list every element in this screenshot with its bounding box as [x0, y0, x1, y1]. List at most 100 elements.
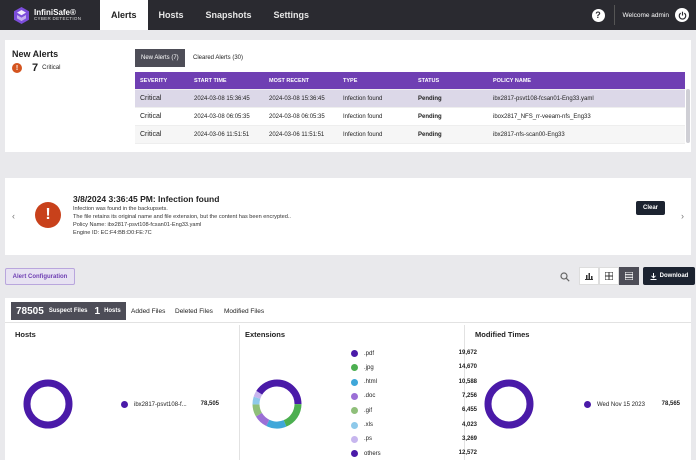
new-alerts-panel: New Alerts ! 7 Critical New Alerts (7) C… — [5, 40, 691, 152]
column-divider — [239, 325, 240, 460]
legend-item[interactable]: .doc — [351, 392, 375, 400]
cell-type: Infection found — [343, 95, 383, 102]
extensions-column-title: Extensions — [245, 330, 286, 339]
new-alerts-title: New Alerts — [12, 49, 59, 59]
logout-power-icon[interactable] — [675, 8, 689, 22]
download-button[interactable]: Download — [643, 267, 695, 285]
header-start-time[interactable]: START TIME — [194, 77, 227, 84]
cell-start-time: 2024-03-06 11:51:51 — [194, 131, 250, 138]
chevron-left-icon[interactable]: ‹ — [12, 211, 15, 221]
extensions-donut-chart[interactable] — [250, 377, 304, 431]
donut-segment[interactable] — [276, 379, 302, 405]
donut-segment[interactable] — [484, 379, 534, 429]
legend-label: Wed Nov 15 2023 — [597, 401, 645, 408]
donut-segment[interactable] — [252, 396, 261, 405]
suspect-files-tab[interactable]: 78505 Suspect Files 1 Hosts — [11, 302, 126, 320]
cell-status: Pending — [418, 131, 442, 138]
cell-type: Infection found — [343, 113, 383, 120]
nav-tab-alerts[interactable]: Alerts — [100, 0, 148, 30]
hosts-donut-chart[interactable] — [21, 377, 75, 431]
alert-level: Critical — [42, 65, 61, 71]
table-view-icon[interactable] — [619, 267, 639, 285]
alert-summary: ! 7 Critical — [12, 62, 60, 74]
chart-view-icon[interactable] — [579, 267, 599, 285]
table-row[interactable]: Critical 2024-03-08 15:36:45 2024-03-08 … — [135, 90, 685, 108]
legend-item[interactable]: .xls — [351, 421, 373, 429]
legend-value: 78,565 — [661, 401, 680, 407]
nav-tab-hosts[interactable]: Hosts — [158, 10, 184, 20]
header-most-recent[interactable]: MOST RECENT — [269, 77, 310, 84]
legend-value: 14,670 — [458, 364, 477, 371]
cell-severity: Critical — [140, 113, 162, 120]
nav-tab-snapshots[interactable]: Snapshots — [205, 10, 252, 20]
legend-item[interactable]: .jpg — [351, 364, 374, 372]
modified-times-donut-chart[interactable] — [482, 377, 536, 431]
legend-dot-icon — [351, 450, 358, 458]
legend-item[interactable]: others — [351, 450, 381, 458]
cell-severity: Critical — [140, 131, 162, 138]
donut-segment[interactable] — [255, 412, 270, 427]
legend-dot-icon — [351, 421, 358, 429]
legend-item[interactable]: .gif — [351, 407, 373, 415]
header-type[interactable]: TYPE — [343, 77, 358, 84]
tab-deleted-files[interactable]: Deleted Files — [175, 307, 213, 315]
table-row[interactable]: Critical 2024-03-06 11:51:51 2024-03-06 … — [135, 126, 685, 144]
legend-item[interactable]: .ps — [351, 435, 372, 443]
tab-cleared-alerts[interactable]: Cleared Alerts (30) — [193, 55, 244, 61]
header-status[interactable]: STATUS — [418, 77, 440, 84]
header-policy-name[interactable]: POLICY NAME — [493, 77, 532, 84]
chevron-right-icon[interactable]: › — [681, 211, 684, 221]
help-icon[interactable]: ? — [591, 8, 605, 22]
suspect-files-count: 78505 — [16, 305, 44, 317]
brand-subtitle: CYBER DETECTION — [34, 15, 82, 21]
grid-view-icon[interactable] — [599, 267, 619, 285]
clear-button[interactable]: Clear — [636, 201, 665, 215]
legend-dot-icon — [351, 435, 358, 443]
nav-divider — [613, 5, 615, 25]
cell-policy: ibx2817-psvt108-fcsan01-Eng33.yaml — [493, 95, 594, 102]
legend-value: 78,505 — [200, 401, 219, 407]
legend-value: 10,588 — [458, 378, 477, 385]
donut-segment[interactable] — [256, 379, 278, 395]
legend-label: ibx2817-psvt108-f... — [134, 401, 187, 408]
cell-most-recent: 2024-03-06 11:51:51 — [269, 131, 325, 138]
column-divider — [464, 325, 465, 460]
legend-item[interactable]: .pdf — [351, 350, 374, 357]
legend-item[interactable]: ibx2817-psvt108-f... — [121, 401, 187, 408]
cell-policy: ibx2817-nfs-scan00-Eng33 — [493, 131, 565, 138]
legend-value: 12,572 — [458, 450, 477, 457]
donut-segment[interactable] — [266, 419, 287, 429]
suspect-files-panel: 78505 Suspect Files 1 Hosts Added Files … — [5, 298, 691, 460]
legend-label: .pdf — [364, 350, 375, 357]
header-severity[interactable]: SEVERITY — [140, 77, 168, 84]
legend-item[interactable]: .html — [351, 378, 377, 386]
donut-segment[interactable] — [253, 390, 263, 399]
tab-modified-files[interactable]: Modified Files — [224, 307, 265, 315]
nav-tab-settings[interactable]: Settings — [273, 10, 310, 20]
donut-segment[interactable] — [283, 403, 302, 427]
cell-status: Pending — [418, 95, 442, 102]
donut-segment[interactable] — [23, 379, 73, 429]
tab-added-files[interactable]: Added Files — [131, 307, 166, 315]
table-header-row: SEVERITY START TIME MOST RECENT TYPE STA… — [135, 72, 685, 90]
legend-label: .gif — [364, 407, 373, 414]
alerts-table: SEVERITY START TIME MOST RECENT TYPE STA… — [135, 72, 685, 144]
legend-value: 4,023 — [461, 421, 477, 428]
donut-segment[interactable] — [252, 404, 263, 417]
table-row[interactable]: Critical 2024-03-08 06:05:35 2024-03-08 … — [135, 108, 685, 126]
alert-configuration-button[interactable]: Alert Configuration — [5, 268, 75, 285]
search-icon[interactable] — [560, 272, 570, 282]
warning-icon: ! — [12, 63, 22, 73]
top-navigation-bar: InfiniSafe® CYBER DETECTION Alerts Hosts… — [0, 0, 696, 30]
legend-value: 6,455 — [461, 407, 477, 414]
legend-item[interactable]: Wed Nov 15 2023 — [584, 401, 645, 408]
brand-name: InfiniSafe® — [34, 7, 76, 17]
cell-start-time: 2024-03-08 06:05:35 — [194, 113, 250, 120]
legend-value: 19,672 — [458, 350, 477, 356]
brand-logo[interactable]: InfiniSafe® CYBER DETECTION — [0, 6, 100, 24]
detail-title: 3/8/2024 3:36:45 PM: Infection found — [73, 194, 220, 204]
legend-dot-icon — [351, 378, 358, 386]
legend-label: .jpg — [364, 364, 374, 371]
table-scrollbar[interactable] — [686, 89, 690, 143]
tab-new-alerts[interactable]: New Alerts (7) — [135, 49, 185, 67]
